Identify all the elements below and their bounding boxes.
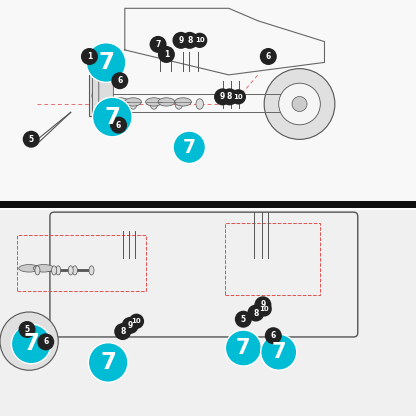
Text: 7: 7 <box>156 40 161 49</box>
Circle shape <box>81 48 98 65</box>
Ellipse shape <box>72 266 77 275</box>
Circle shape <box>265 327 282 344</box>
Circle shape <box>292 97 307 111</box>
Text: 6: 6 <box>43 337 48 347</box>
Ellipse shape <box>112 98 129 106</box>
FancyBboxPatch shape <box>50 212 358 337</box>
Circle shape <box>235 311 252 328</box>
Circle shape <box>23 131 40 148</box>
Ellipse shape <box>196 99 203 109</box>
Ellipse shape <box>150 99 158 109</box>
Circle shape <box>122 317 139 334</box>
Circle shape <box>248 305 264 322</box>
Circle shape <box>173 32 189 49</box>
Text: 9: 9 <box>178 36 183 45</box>
Ellipse shape <box>19 265 40 272</box>
Circle shape <box>129 314 144 329</box>
Text: 8: 8 <box>253 309 258 317</box>
Text: 8: 8 <box>187 36 192 45</box>
Ellipse shape <box>89 266 94 275</box>
Text: 7: 7 <box>23 332 39 355</box>
FancyBboxPatch shape <box>99 80 113 111</box>
Circle shape <box>257 301 272 317</box>
Text: 6: 6 <box>266 52 271 61</box>
Circle shape <box>110 116 127 134</box>
Circle shape <box>19 321 35 338</box>
Circle shape <box>92 97 132 137</box>
Text: 7: 7 <box>104 106 120 129</box>
FancyBboxPatch shape <box>0 0 416 202</box>
Circle shape <box>12 324 46 358</box>
Ellipse shape <box>68 266 73 275</box>
Text: 7: 7 <box>98 51 114 74</box>
Text: 5: 5 <box>29 135 34 144</box>
Circle shape <box>88 343 128 382</box>
Ellipse shape <box>56 266 61 275</box>
Ellipse shape <box>158 98 175 106</box>
Circle shape <box>86 43 126 82</box>
Text: 6: 6 <box>271 331 276 340</box>
Text: 10: 10 <box>233 94 243 100</box>
Text: 7: 7 <box>183 138 196 157</box>
Text: 1: 1 <box>87 52 92 61</box>
Ellipse shape <box>175 99 183 109</box>
Text: 7: 7 <box>272 342 286 362</box>
Ellipse shape <box>129 99 137 109</box>
Circle shape <box>231 89 246 104</box>
Circle shape <box>279 83 320 125</box>
Circle shape <box>264 69 335 139</box>
FancyBboxPatch shape <box>92 77 107 114</box>
Circle shape <box>221 88 238 105</box>
Text: 9: 9 <box>220 92 225 102</box>
Circle shape <box>260 48 277 65</box>
Circle shape <box>261 334 297 370</box>
Circle shape <box>11 324 51 364</box>
Ellipse shape <box>175 98 191 106</box>
Text: 10: 10 <box>195 37 205 43</box>
Text: 8: 8 <box>120 327 125 336</box>
Circle shape <box>181 32 198 49</box>
Circle shape <box>37 333 54 350</box>
Text: 1: 1 <box>164 50 169 59</box>
Circle shape <box>214 88 231 105</box>
Text: 7: 7 <box>236 338 250 358</box>
Text: 7: 7 <box>100 351 116 374</box>
Text: 6: 6 <box>117 76 122 85</box>
Ellipse shape <box>104 91 112 101</box>
Text: 5: 5 <box>241 315 246 324</box>
Text: 9: 9 <box>260 300 265 310</box>
Text: 5: 5 <box>25 325 30 334</box>
Text: 9: 9 <box>128 321 133 330</box>
Ellipse shape <box>33 265 54 272</box>
Polygon shape <box>89 75 94 116</box>
Circle shape <box>225 330 261 366</box>
Circle shape <box>150 36 166 53</box>
Text: 6: 6 <box>116 121 121 130</box>
Circle shape <box>158 46 175 63</box>
FancyBboxPatch shape <box>0 201 416 208</box>
Circle shape <box>114 323 131 340</box>
Text: 10: 10 <box>131 318 141 324</box>
Ellipse shape <box>125 98 141 106</box>
Circle shape <box>111 72 128 89</box>
Ellipse shape <box>92 91 99 101</box>
Ellipse shape <box>35 266 40 275</box>
Ellipse shape <box>52 266 57 275</box>
Circle shape <box>0 312 58 370</box>
Circle shape <box>173 131 206 163</box>
Circle shape <box>192 33 207 48</box>
Text: 8: 8 <box>227 92 232 102</box>
Ellipse shape <box>146 98 162 106</box>
Text: 10: 10 <box>259 306 269 312</box>
Circle shape <box>255 296 271 313</box>
FancyBboxPatch shape <box>0 210 416 416</box>
